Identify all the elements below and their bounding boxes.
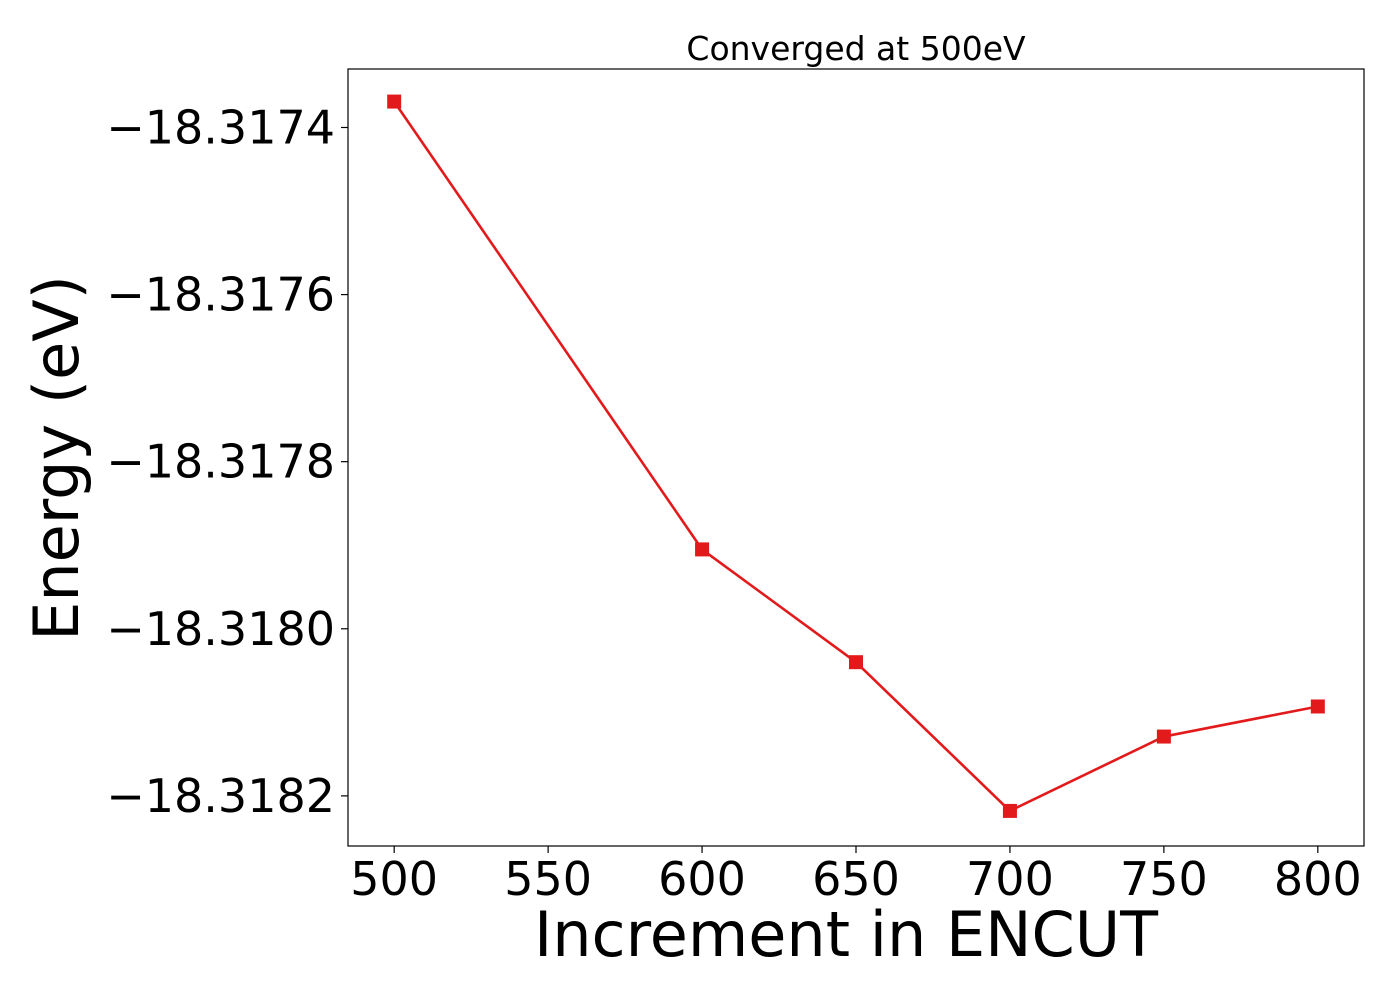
data-point-marker [1156,729,1171,744]
data-point-marker [387,94,402,109]
y-tick-label: −18.3174 [106,100,335,154]
plot-frame [347,68,1365,847]
x-axis-title: Increment in ENCUT [534,898,1159,971]
y-tick-label: −18.3178 [106,435,335,489]
x-tick-label: 550 [504,852,592,906]
data-point-marker [849,655,863,670]
x-tick-label: 500 [350,852,438,906]
x-tick-label: 600 [658,852,746,906]
chart-title: Converged at 500eV [686,29,1026,68]
y-tick-label: −18.3182 [106,769,335,823]
data-point-marker [1002,803,1017,818]
data-point-marker [1310,699,1325,714]
y-tick-label: −18.3176 [106,268,335,322]
series-line [393,100,1319,813]
data-point-marker [695,542,710,557]
x-axis-ticks: 500 550 600 650 700 750 800 [350,846,1362,906]
x-tick-label: 650 [812,852,900,906]
y-axis-ticks: −18.3182 −18.3180 −18.3178 −18.3176 −18.3174 [106,100,348,823]
series-layer [387,94,1325,818]
x-tick-label: 700 [966,852,1054,906]
x-tick-label: 800 [1274,852,1362,906]
y-tick-label: −18.3180 [106,602,335,656]
x-tick-label: 750 [1120,852,1208,906]
y-axis-title: Energy (eV) [20,275,93,641]
